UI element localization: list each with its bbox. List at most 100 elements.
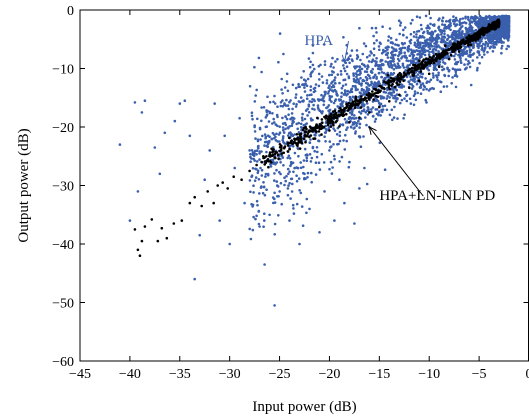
pd-point <box>474 35 478 38</box>
hpa-point <box>438 59 441 63</box>
hpa-point <box>309 60 312 64</box>
hpa-point <box>412 30 416 34</box>
pd-point <box>440 52 444 55</box>
pd-point <box>434 52 438 56</box>
hpa-point <box>359 58 362 62</box>
hpa-point <box>329 160 333 164</box>
hpa-point <box>454 62 457 66</box>
hpa-point <box>466 15 470 19</box>
hpa-point <box>333 78 336 82</box>
hpa-point <box>368 54 371 57</box>
hpa-point <box>291 203 295 207</box>
hpa-point <box>437 71 440 75</box>
hpa-point <box>374 62 378 66</box>
hpa-point <box>398 101 402 105</box>
x-tick-label: −15 <box>368 367 390 382</box>
hpa-point <box>398 50 401 54</box>
pd-point <box>367 97 371 101</box>
hpa-point <box>441 58 444 61</box>
hpa-point <box>299 126 303 129</box>
pd-point <box>397 78 400 82</box>
hpa-point <box>454 73 458 76</box>
hpa-point <box>389 41 393 44</box>
hpa-point <box>288 170 291 173</box>
hpa-point <box>311 63 315 67</box>
hpa-point <box>333 129 337 132</box>
hpa-point <box>348 160 351 164</box>
hpa-point <box>318 168 322 171</box>
hpa-point <box>351 84 355 88</box>
pd-point <box>365 93 369 97</box>
hpa-point <box>366 87 370 90</box>
hpa-point <box>487 15 491 19</box>
pd-point <box>304 140 307 144</box>
pd-point <box>140 239 144 243</box>
hpa-point <box>324 140 327 143</box>
pd-point <box>365 99 369 103</box>
hpa-point <box>489 17 493 20</box>
hpa-point <box>365 123 368 127</box>
hpa-point <box>323 94 326 97</box>
hpa-point <box>413 92 417 96</box>
hpa-point <box>352 77 356 81</box>
hpa-point <box>484 15 488 18</box>
pd-point <box>347 108 351 111</box>
hpa-point <box>483 23 486 26</box>
y-tick-label: −20 <box>52 121 74 136</box>
hpa-point <box>468 23 472 26</box>
hpa-point <box>482 50 486 53</box>
hpa-point <box>452 15 455 18</box>
hpa-point <box>505 47 508 51</box>
hpa-point <box>405 36 409 39</box>
hpa-point <box>233 166 236 170</box>
hpa-point <box>353 222 356 225</box>
hpa-point <box>282 128 285 132</box>
hpa-point <box>417 42 421 46</box>
hpa-point <box>266 142 270 146</box>
hpa-point <box>153 146 157 149</box>
hpa-point <box>254 94 257 97</box>
pd-point <box>475 37 478 40</box>
hpa-point <box>420 55 423 58</box>
hpa-point <box>342 36 345 39</box>
hpa-point <box>223 134 226 138</box>
hpa-point <box>271 158 275 162</box>
hpa-point <box>363 166 366 170</box>
hpa-point <box>443 27 446 30</box>
hpa-point <box>306 176 309 179</box>
hpa-point <box>352 72 355 75</box>
hpa-point <box>318 78 321 81</box>
hpa-point <box>328 94 331 98</box>
hpa-point <box>416 38 420 42</box>
hpa-point <box>340 155 344 159</box>
hpa-point <box>252 184 255 187</box>
hpa-point <box>418 16 422 19</box>
x-tick-label: 0 <box>526 367 529 382</box>
hpa-point <box>251 228 255 232</box>
hpa-point <box>273 191 276 195</box>
hpa-point <box>272 100 275 104</box>
hpa-point <box>375 60 378 64</box>
hpa-point <box>348 111 352 114</box>
hpa-point <box>292 102 296 105</box>
x-tick-label: −30 <box>219 367 241 382</box>
hpa-point <box>345 65 349 68</box>
pd-point <box>348 121 351 124</box>
pd-point <box>299 137 303 141</box>
hpa-point <box>505 18 508 22</box>
hpa-point <box>266 134 270 137</box>
hpa-point <box>387 39 390 42</box>
hpa-point <box>355 124 358 128</box>
pd-point <box>417 64 421 68</box>
hpa-point <box>396 117 399 120</box>
pd-point <box>286 144 290 147</box>
pd-point <box>315 126 319 129</box>
hpa-point <box>292 212 296 215</box>
hpa-point <box>437 26 440 30</box>
y-axis-label: Output power (dB) <box>16 128 32 242</box>
pd-point <box>382 80 386 83</box>
hpa-point <box>438 28 441 32</box>
hpa-point <box>486 50 489 54</box>
hpa-point <box>293 151 297 155</box>
hpa-point <box>295 166 298 169</box>
